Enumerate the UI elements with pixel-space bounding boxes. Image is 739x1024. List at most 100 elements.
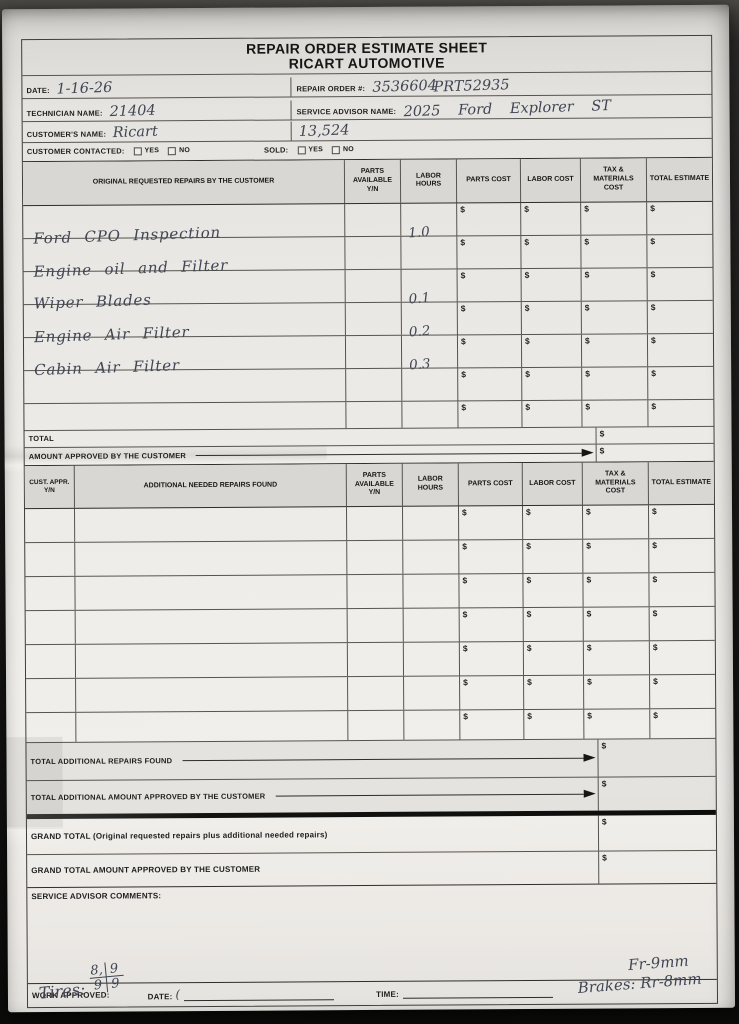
tax-materials-cell: $ xyxy=(581,235,648,268)
cust-appr-cell xyxy=(26,678,77,713)
currency-symbol: $ xyxy=(601,816,607,827)
total-estimate-cell: $ xyxy=(650,641,715,674)
currency-symbol: $ xyxy=(584,269,590,280)
labor-hours-cell xyxy=(402,506,460,540)
labor-cost-cell: $ xyxy=(521,202,582,235)
parts-cost-cell: $ xyxy=(458,367,523,401)
labor-cost-cell: $ xyxy=(521,301,582,334)
spacer xyxy=(54,436,596,439)
amount-approved-label: AMOUNT APPROVED BY THE CUSTOMER xyxy=(28,451,187,462)
date-field: DATE: 1-16-26 xyxy=(22,77,290,98)
customer-name-label: CUSTOMER'S NAME: xyxy=(26,129,107,140)
checkbox-contacted-yes xyxy=(133,147,142,156)
total-estimate-cell: $ xyxy=(650,675,715,708)
service-advisor-label: SERVICE ADVISOR NAME: xyxy=(296,106,397,117)
parts-cost-cell: $ xyxy=(457,268,522,302)
tax-materials-cell: $ xyxy=(584,675,651,709)
parts-cost-cell: $ xyxy=(457,334,523,368)
parts-cost-cell: $ xyxy=(459,539,524,574)
vehicle-value: 2025 Ford Explorer ST xyxy=(403,97,611,121)
currency-symbol: $ xyxy=(650,236,656,247)
labor-cost-cell: $ xyxy=(522,400,583,427)
parts-cost-cell: $ xyxy=(458,400,523,428)
column-header: ORIGINAL REQUESTED REPAIRS BY THE CUSTOM… xyxy=(22,160,346,206)
parts-cost-cell: $ xyxy=(457,202,522,236)
date-blank-line xyxy=(184,988,335,1002)
parts-cost-cell: $ xyxy=(459,641,525,676)
currency-symbol: $ xyxy=(526,574,532,585)
arrow-line xyxy=(275,793,584,797)
arrow-line xyxy=(195,452,582,457)
parts-available-cell xyxy=(345,335,403,369)
column-header: PARTS COST xyxy=(458,462,523,506)
tire-tread-value: 9 xyxy=(93,977,103,994)
total-estimate-cell: $ xyxy=(649,573,714,606)
currency-symbol: $ xyxy=(650,269,656,280)
tax-materials-cell: $ xyxy=(583,539,650,573)
labor-hours-cell xyxy=(403,574,460,608)
currency-symbol: $ xyxy=(650,335,656,346)
yes-label: YES xyxy=(144,147,160,155)
currency-symbol: $ xyxy=(525,368,530,379)
time-blank-line xyxy=(402,986,553,1000)
currency-symbol: $ xyxy=(652,574,658,585)
table-row: $ $ $ $ xyxy=(25,572,715,612)
currency-symbol: $ xyxy=(651,368,656,379)
checkbox-sold-no xyxy=(331,146,340,155)
no-label: NO xyxy=(179,146,191,154)
total-amount-cell: $ xyxy=(595,426,714,444)
currency-symbol: $ xyxy=(599,428,605,439)
total-estimate-cell: $ xyxy=(648,268,713,300)
table-row: $ $ $ $ xyxy=(24,504,715,544)
currency-symbol: $ xyxy=(527,710,533,721)
currency-symbol: $ xyxy=(526,642,532,653)
parts-available-cell xyxy=(346,401,403,429)
currency-symbol: $ xyxy=(524,269,530,280)
labor-hours-cell: 1.0 xyxy=(401,203,458,241)
repair-order-label: REPAIR ORDER #: xyxy=(296,83,366,94)
date-label: DATE: xyxy=(147,992,173,1002)
currency-symbol: $ xyxy=(460,237,466,248)
parts-available-cell xyxy=(345,203,402,237)
technician-value: 21404 xyxy=(109,102,157,121)
parts-available-cell xyxy=(348,676,405,711)
parts-available-cell xyxy=(347,574,404,609)
currency-symbol: $ xyxy=(525,506,531,517)
labor-cost-cell: $ xyxy=(523,641,585,675)
column-header: LABOR HOURS xyxy=(402,463,459,506)
table-row: $ $ $ $ xyxy=(25,538,715,578)
table-row: $ $ $ $ xyxy=(26,674,716,714)
currency-symbol: $ xyxy=(586,540,591,551)
labor-hours-cell xyxy=(402,401,459,428)
repair-description-cell xyxy=(75,643,349,678)
grand-total-approved-label: GRAND TOTAL AMOUNT APPROVED BY THE CUSTO… xyxy=(31,864,261,876)
currency-symbol: $ xyxy=(584,203,589,214)
repair-order-form: REPAIR ORDER ESTIMATE SHEET RICART AUTOM… xyxy=(21,34,719,1009)
table-row: $ $ $ $ xyxy=(25,606,715,646)
currency-symbol: $ xyxy=(524,203,529,214)
repair-description-cell xyxy=(24,402,347,431)
spacer xyxy=(260,868,598,870)
labor-cost-cell: $ xyxy=(524,675,585,709)
total-estimate-cell: $ xyxy=(647,202,712,234)
currency-symbol: $ xyxy=(601,778,607,789)
total-additional-found-cell: $ xyxy=(597,738,716,777)
cust-appr-cell xyxy=(25,644,77,679)
currency-symbol: $ xyxy=(460,204,465,215)
date-signature-field: DATE: ( xyxy=(148,987,335,1002)
column-header: PARTS AVAILABLE Y/N xyxy=(344,159,402,204)
customer-name-field: CUSTOMER'S NAME: Ricart xyxy=(23,121,291,142)
currency-symbol: $ xyxy=(526,540,531,551)
currency-symbol: $ xyxy=(602,852,607,863)
arrow-icon xyxy=(583,754,596,763)
currency-symbol: $ xyxy=(651,401,657,412)
table-row: Ford CPO Inspection 1.0 $ $ $ $ xyxy=(23,201,713,248)
yes-label: YES xyxy=(308,146,323,154)
sold-group: SOLD: YES NO xyxy=(264,146,354,155)
repair-description-cell xyxy=(75,575,348,610)
labor-hours-cell xyxy=(403,540,460,574)
currency-symbol: $ xyxy=(526,608,532,619)
company-name: RICART AUTOMOTIVE xyxy=(288,54,445,72)
tax-materials-cell: $ xyxy=(581,301,648,334)
column-header: PARTS AVAILABLE Y/N xyxy=(346,463,403,507)
